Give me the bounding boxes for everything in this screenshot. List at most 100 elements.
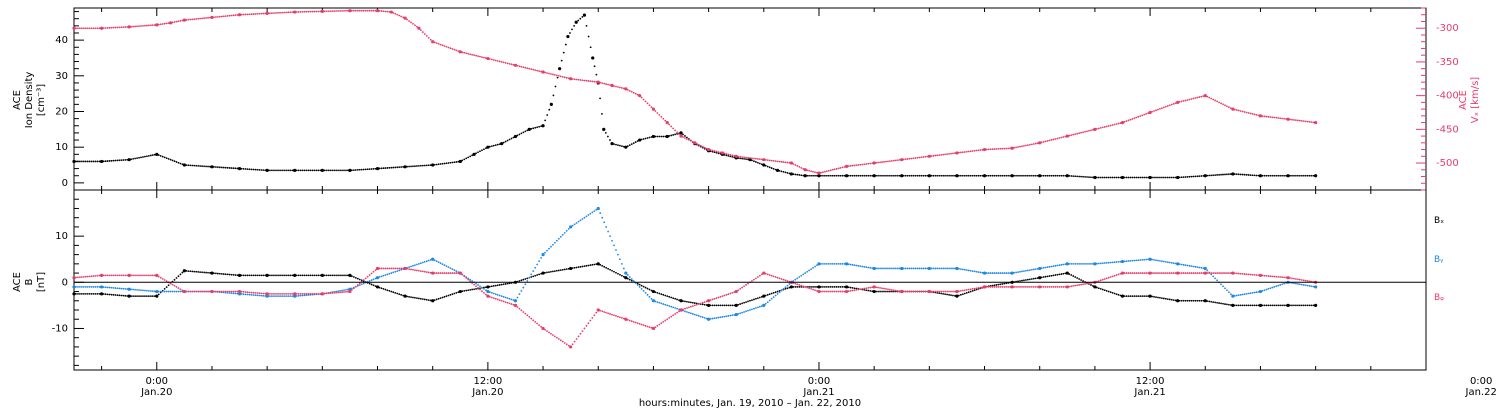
bottom-point — [569, 225, 573, 229]
top-trace-dot — [731, 155, 734, 158]
top-trace-dot — [855, 174, 858, 177]
bottom-trace-dot — [1271, 304, 1274, 307]
top-point — [1203, 94, 1207, 98]
top-trace-dot — [96, 160, 99, 163]
bottom-trace-dot — [242, 290, 245, 293]
bottom-trace-dot — [151, 274, 154, 277]
bottom-trace-dot — [1198, 266, 1201, 269]
bottom-trace-dot — [847, 290, 850, 293]
bottom-trace-dot — [352, 287, 355, 290]
top-trace-dot — [199, 17, 202, 20]
top-trace-dot — [1214, 99, 1217, 102]
top-trace-dot — [1133, 176, 1136, 179]
bottom-trace-dot — [173, 290, 176, 293]
top-trace-dot — [892, 174, 895, 177]
bottom-trace-dot — [747, 300, 749, 303]
top-trace-dot — [1013, 174, 1015, 177]
top-trace-dot — [1048, 139, 1051, 142]
top-trace-dot — [1013, 146, 1015, 149]
bottom-trace-dot — [313, 292, 316, 295]
bottom-trace-dot — [751, 299, 753, 302]
top-trace-dot — [278, 11, 280, 14]
bottom-panel-frame — [73, 189, 1427, 371]
top-trace-dot — [555, 74, 558, 77]
top-trace-dot — [571, 78, 574, 80]
top-point — [803, 174, 807, 178]
bottom-trace-dot — [485, 289, 487, 292]
bottom-trace-dot — [1052, 286, 1055, 288]
top-trace-dot — [906, 174, 909, 177]
top-trace-dot — [406, 18, 408, 21]
top-trace-dot — [961, 174, 964, 177]
bottom-trace-dot — [282, 295, 284, 298]
top-trace-dot — [504, 61, 507, 64]
top-trace-dot — [1082, 175, 1084, 178]
top-trace-dot — [782, 161, 785, 163]
bottom-trace-dot — [593, 314, 596, 317]
bottom-trace-dot — [394, 291, 397, 294]
bottom-trace-dot — [526, 280, 529, 282]
top-point — [789, 172, 793, 176]
bottom-trace-dot — [485, 293, 487, 296]
top-point — [817, 171, 821, 175]
bottom-trace-dot — [559, 339, 562, 342]
bottom-trace-dot — [1062, 272, 1065, 275]
bottom-point — [762, 271, 766, 275]
top-point — [1010, 174, 1014, 178]
bottom-trace-dot — [392, 267, 395, 270]
bottom-trace-dot — [337, 291, 339, 294]
top-trace-dot — [739, 157, 742, 160]
bottom-trace-dot — [617, 315, 619, 318]
bottom-trace-dot — [453, 292, 456, 295]
bottom-trace-dot — [161, 277, 164, 280]
bottom-trace-dot — [116, 274, 119, 277]
top-trace-dot — [295, 169, 298, 172]
top-trace-dot — [1003, 174, 1006, 177]
top-trace-dot — [526, 67, 529, 70]
bottom-trace-dot — [1300, 283, 1303, 286]
bottom-point — [817, 285, 821, 289]
bottom-trace-dot — [812, 288, 814, 291]
top-trace-dot — [1019, 174, 1021, 177]
bottom-point — [541, 253, 545, 257]
top-trace-dot — [260, 12, 263, 15]
top-trace-dot — [146, 155, 148, 158]
bottom-trace-dot — [863, 265, 866, 268]
top-trace-dot — [278, 169, 280, 172]
top-trace-dot — [84, 27, 87, 30]
bottom-trace-dot — [1028, 269, 1031, 272]
bottom-trace-dot — [1092, 285, 1094, 287]
top-trace-dot — [1151, 110, 1153, 113]
bottom-point — [1065, 285, 1069, 289]
bottom-trace-dot — [1198, 299, 1201, 302]
bottom-trace-dot — [1265, 288, 1268, 291]
bottom-point — [982, 285, 987, 289]
bottom-trace-dot — [1263, 274, 1266, 277]
top-trace-dot — [201, 17, 204, 20]
top-trace-dot — [977, 149, 980, 152]
bottom-trace-dot — [506, 297, 509, 300]
bottom-trace-dot — [563, 268, 566, 271]
top-trace-dot — [601, 82, 604, 85]
bottom-trace-dot — [561, 233, 564, 236]
bottom-trace-dot — [721, 295, 724, 298]
top-trace-dot — [1206, 95, 1209, 98]
bottom-trace-dot — [932, 290, 935, 293]
top-trace-dot — [1103, 126, 1106, 128]
bottom-trace-dot — [823, 262, 826, 265]
bottom-trace-dot — [766, 293, 769, 296]
bottom-trace-dot — [303, 294, 306, 297]
top-trace-dot — [77, 27, 79, 30]
bottom-trace-dot — [906, 267, 909, 270]
top-trace-dot — [311, 169, 314, 172]
top-trace-dot — [670, 125, 673, 128]
bottom-trace-dot — [609, 235, 611, 238]
top-trace-dot — [1233, 108, 1236, 111]
top-point — [458, 159, 462, 164]
bottom-trace-dot — [958, 267, 960, 270]
bottom-trace-dot — [839, 262, 842, 265]
top-trace-dot — [382, 167, 385, 170]
bottom-trace-dot — [179, 273, 182, 276]
top-right-tick-label: -500 — [1436, 158, 1459, 169]
bottom-trace-dot — [1224, 303, 1226, 305]
